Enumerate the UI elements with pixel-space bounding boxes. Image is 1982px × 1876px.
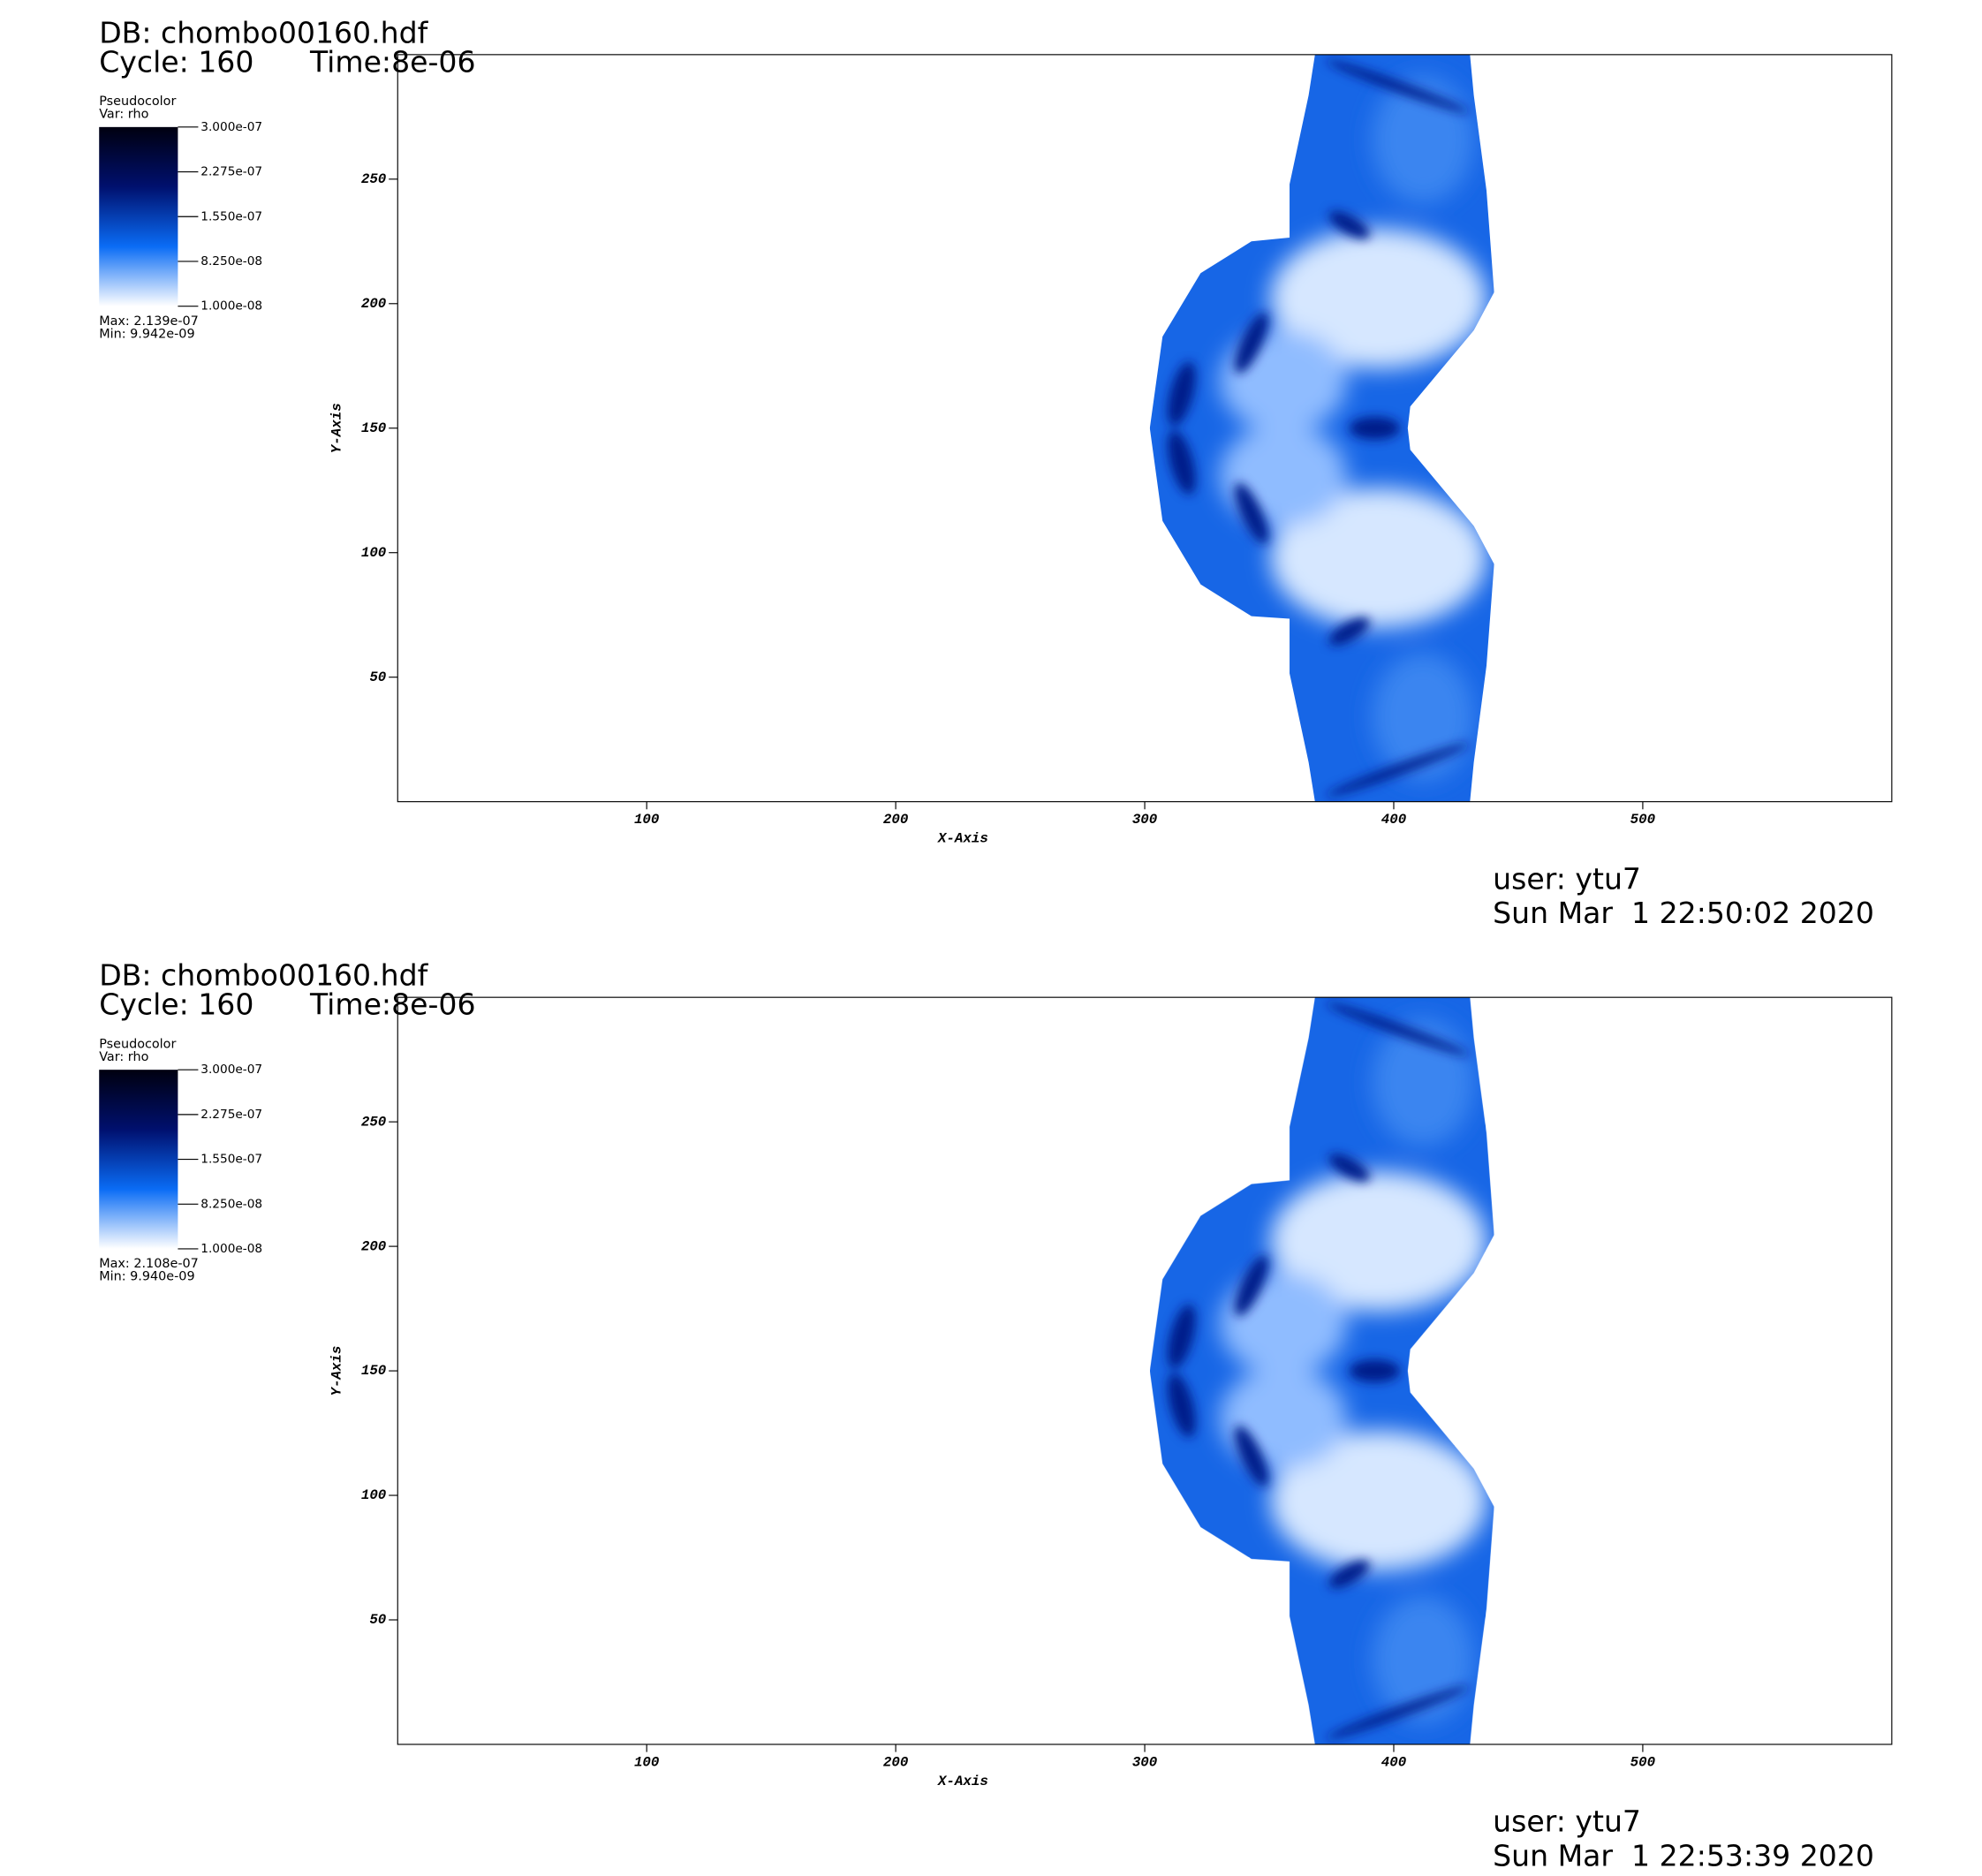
y-tick-label: 200 bbox=[361, 296, 387, 312]
database-label: DB: chombo00160.hdf bbox=[99, 958, 428, 993]
x-axis-title: X-Axis bbox=[937, 831, 988, 847]
legend-title: Pseudocolor bbox=[99, 95, 176, 109]
colorbar-tick-label: 8.250e-08 bbox=[200, 1197, 262, 1211]
colorbar bbox=[99, 1070, 178, 1249]
min-label: Min: 9.940e-09 bbox=[99, 1270, 194, 1284]
cycle-label: Cycle: 160 bbox=[99, 987, 253, 1022]
y-tick-label: 50 bbox=[369, 1612, 386, 1628]
density-field bbox=[1144, 55, 1500, 802]
plot-frame bbox=[397, 54, 1893, 803]
y-tick-label: 150 bbox=[361, 420, 387, 436]
y-axis-title: Y-Axis bbox=[329, 403, 344, 453]
y-tick-label: 100 bbox=[361, 1487, 387, 1503]
y-tick-label: 100 bbox=[361, 545, 387, 561]
legend-title: Pseudocolor bbox=[99, 1037, 176, 1051]
colorbar-tick-label: 1.550e-07 bbox=[200, 1153, 262, 1167]
colorbar-tick-label: 1.000e-08 bbox=[200, 1242, 262, 1256]
colorbar-tick-label: 3.000e-07 bbox=[200, 1063, 262, 1077]
colorbar-tick-label: 8.250e-08 bbox=[200, 254, 262, 269]
x-tick-label: 200 bbox=[883, 812, 909, 828]
colorbar-tick-label: 2.275e-07 bbox=[200, 1108, 262, 1122]
x-tick-label: 300 bbox=[1132, 1754, 1158, 1770]
y-tick-label: 50 bbox=[369, 669, 386, 685]
plot-frame bbox=[397, 996, 1893, 1745]
variable-label: Var: rho bbox=[99, 107, 148, 121]
x-tick-label: 400 bbox=[1381, 812, 1407, 828]
colorbar bbox=[99, 126, 178, 306]
y-tick-label: 150 bbox=[361, 1363, 387, 1379]
colorbar-tick-label: 2.275e-07 bbox=[200, 165, 262, 179]
density-field bbox=[1144, 997, 1500, 1744]
user-label: user: ytu7 bbox=[1493, 1804, 1641, 1839]
y-tick-label: 250 bbox=[361, 1114, 387, 1130]
date-label: Sun Mar 1 22:50:02 2020 bbox=[1493, 896, 1874, 930]
y-tick-label: 200 bbox=[361, 1238, 387, 1254]
min-label: Min: 9.942e-09 bbox=[99, 327, 194, 341]
database-label: DB: chombo00160.hdf bbox=[99, 15, 428, 49]
max-label: Max: 2.139e-07 bbox=[99, 314, 199, 329]
colorbar-tick-label: 1.550e-07 bbox=[200, 209, 262, 223]
y-axis-title: Y-Axis bbox=[329, 1346, 344, 1396]
x-tick-label: 500 bbox=[1630, 1754, 1656, 1770]
x-tick-label: 200 bbox=[883, 1754, 909, 1770]
x-tick-label: 100 bbox=[634, 812, 660, 828]
time-label: Time:8e-06 bbox=[309, 987, 476, 1022]
max-label: Max: 2.108e-07 bbox=[99, 1257, 199, 1271]
colorbar-tick-label: 1.000e-08 bbox=[200, 299, 262, 314]
colorbar-tick-label: 3.000e-07 bbox=[200, 120, 262, 134]
y-tick-label: 250 bbox=[361, 171, 387, 187]
cycle-label: Cycle: 160 bbox=[99, 44, 253, 79]
time-label: Time:8e-06 bbox=[309, 44, 476, 79]
x-tick-label: 400 bbox=[1381, 1754, 1407, 1770]
x-axis-title: X-Axis bbox=[937, 1774, 988, 1789]
x-tick-label: 500 bbox=[1630, 812, 1656, 828]
date-label: Sun Mar 1 22:53:39 2020 bbox=[1493, 1838, 1874, 1872]
variable-label: Var: rho bbox=[99, 1050, 148, 1064]
x-tick-label: 100 bbox=[634, 1754, 660, 1770]
user-label: user: ytu7 bbox=[1493, 861, 1641, 896]
x-tick-label: 300 bbox=[1132, 812, 1158, 828]
